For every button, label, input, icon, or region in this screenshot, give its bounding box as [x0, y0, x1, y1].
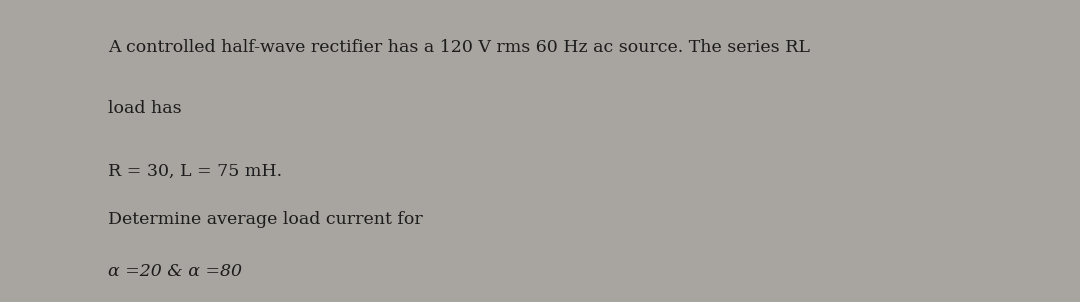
Text: α =20 & α =80: α =20 & α =80 [108, 263, 242, 280]
Text: R = 30, L = 75 mH.: R = 30, L = 75 mH. [108, 163, 282, 180]
Text: load has: load has [108, 100, 181, 117]
Text: A controlled half-wave rectifier has a 120 V rms 60 Hz ac source. The series RL: A controlled half-wave rectifier has a 1… [108, 39, 810, 56]
Text: Determine average load current for: Determine average load current for [108, 211, 422, 228]
